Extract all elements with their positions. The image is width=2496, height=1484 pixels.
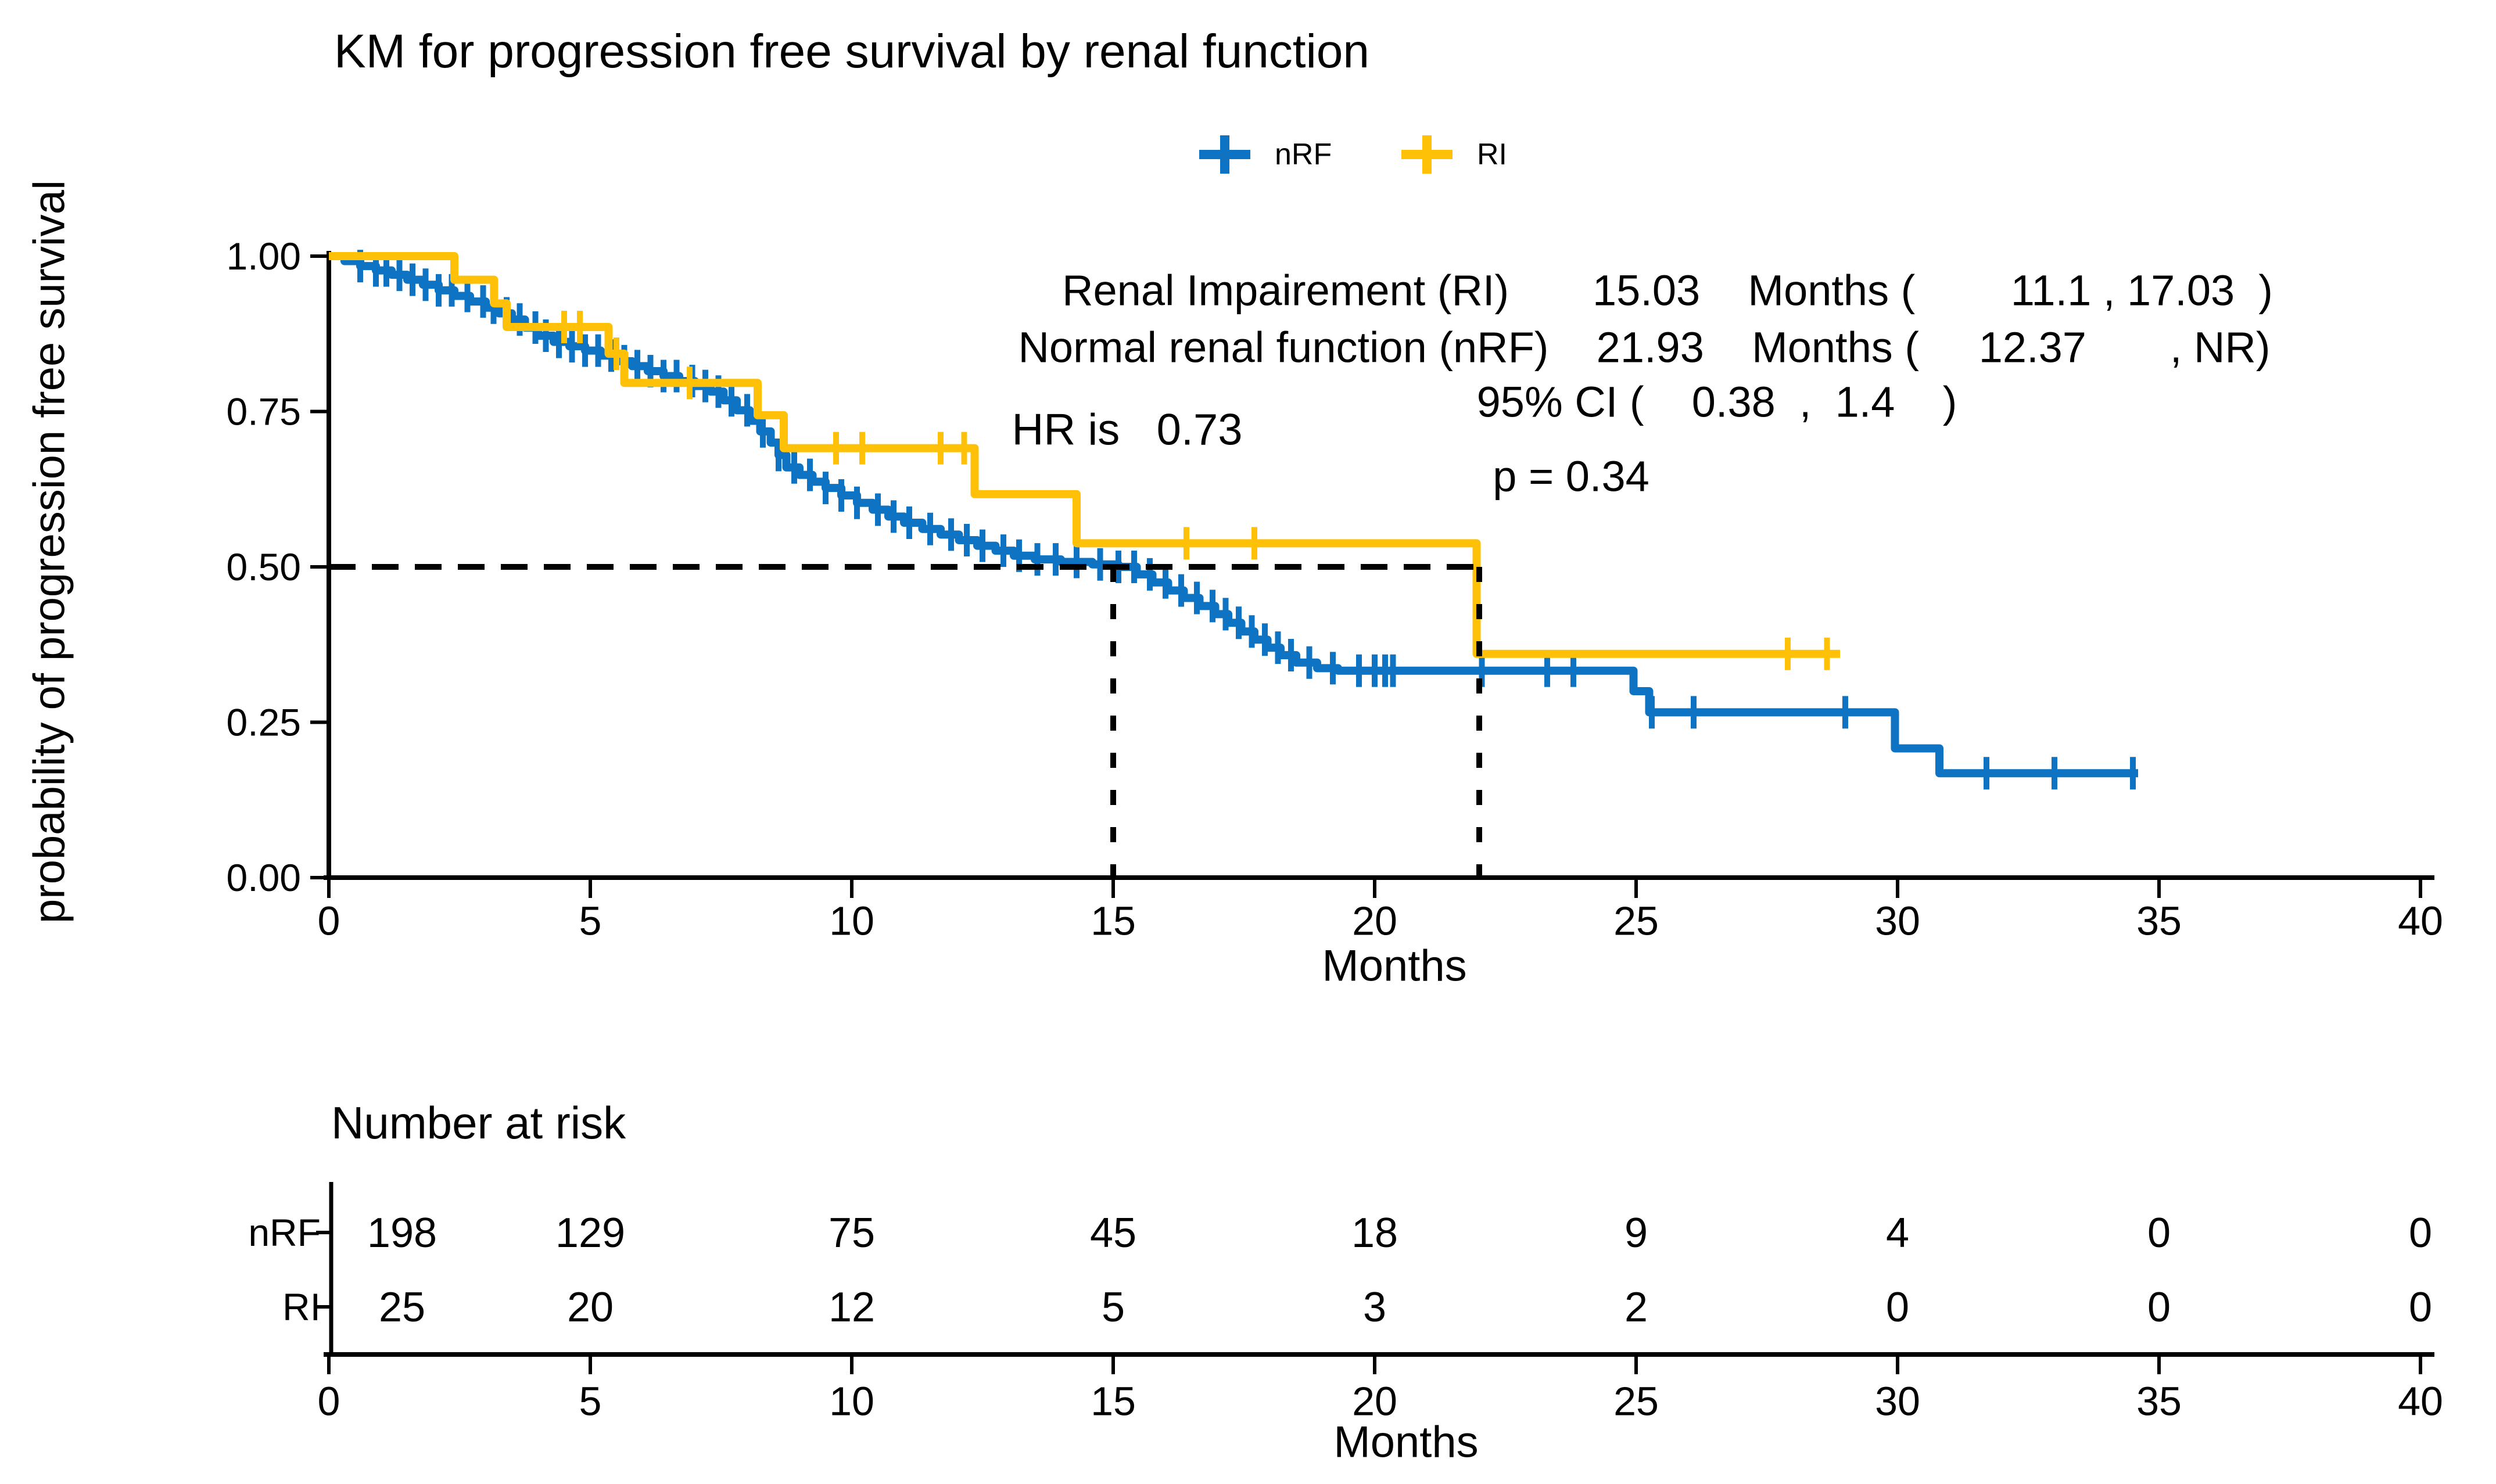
km-curve-RI (329, 252, 1840, 658)
risk-count: 198 (367, 1210, 437, 1256)
ri-censor-marker-icon (1401, 135, 1453, 174)
x-tick-label: 0 (318, 899, 340, 944)
risk-count: 9 (1624, 1210, 1648, 1256)
y-tick-label: 0.00 (227, 856, 301, 899)
risk-count: 20 (567, 1284, 614, 1331)
risk-x-tick-label: 30 (1875, 1379, 1920, 1424)
risk-count: 0 (2147, 1284, 2171, 1331)
legend-label-ri: RI (1477, 138, 1507, 171)
risk-count: 0 (2409, 1210, 2432, 1256)
x-tick-label: 35 (2136, 899, 2182, 944)
risk-x-tick-label: 15 (1091, 1379, 1136, 1424)
x-tick-label: 40 (2398, 899, 2443, 944)
y-tick-label: 1.00 (227, 235, 301, 278)
risk-count: 3 (1363, 1284, 1386, 1331)
risk-count: 5 (1102, 1284, 1125, 1331)
risk-x-tick-label: 20 (1352, 1379, 1397, 1424)
risk-x-tick-label: 35 (2136, 1379, 2182, 1424)
y-tick-label: 0.25 (227, 701, 301, 744)
risk-row-label-nRF: nRF (248, 1211, 321, 1254)
annotation-ri-median: Renal Impairement (RI) 15.03 Months ( 11… (1062, 266, 2273, 315)
risk-count: 25 (379, 1284, 425, 1331)
risk-count: 75 (829, 1210, 875, 1256)
legend-label-nrf: nRF (1275, 138, 1332, 171)
risk-count: 0 (2409, 1284, 2432, 1331)
risk-count: 4 (1886, 1210, 1909, 1256)
annotation-nrf-median: Normal renal function (nRF) 21.93 Months… (1018, 323, 2271, 372)
y-tick-label: 0.50 (227, 545, 301, 588)
risk-count: 129 (555, 1210, 625, 1256)
x-axis-label-risk: Months (1333, 1417, 1479, 1467)
risk-count: 45 (1090, 1210, 1136, 1256)
km-curve-nRF (329, 252, 2138, 778)
nrf-censor-marker-icon (1199, 135, 1250, 174)
risk-table-title: Number at risk (331, 1097, 626, 1148)
x-tick-label: 20 (1352, 899, 1397, 944)
risk-count: 18 (1351, 1210, 1398, 1256)
legend-item-nrf: nRF (1199, 135, 1332, 174)
risk-x-tick-label: 0 (318, 1379, 340, 1424)
risk-row-label-RI: RI (282, 1285, 321, 1328)
x-tick-label: 15 (1091, 899, 1136, 944)
x-tick-label: 10 (829, 899, 874, 944)
x-tick-label: 5 (579, 899, 602, 944)
risk-count: 0 (2147, 1210, 2171, 1256)
annotation-ci: 95% CI ( 0.38 , 1.4 ) (1476, 378, 1957, 426)
risk-count: 0 (1886, 1284, 1909, 1331)
x-tick-label: 30 (1875, 899, 1920, 944)
risk-count: 12 (829, 1284, 875, 1331)
x-axis-label-main: Months (1322, 941, 1467, 991)
x-tick-label: 25 (1613, 899, 1659, 944)
risk-x-tick-label: 40 (2398, 1379, 2443, 1424)
risk-count: 2 (1624, 1284, 1648, 1331)
risk-x-tick-label: 25 (1613, 1379, 1659, 1424)
annotation-hr: HR is 0.73 (1012, 405, 1243, 455)
y-tick-label: 0.75 (227, 390, 301, 433)
legend-item-ri: RI (1401, 135, 1507, 174)
risk-x-tick-label: 10 (829, 1379, 874, 1424)
chart-title: KM for progression free survival by rena… (334, 25, 1370, 78)
annotation-p-value: p = 0.34 (1493, 452, 1649, 501)
risk-x-tick-label: 5 (579, 1379, 602, 1424)
